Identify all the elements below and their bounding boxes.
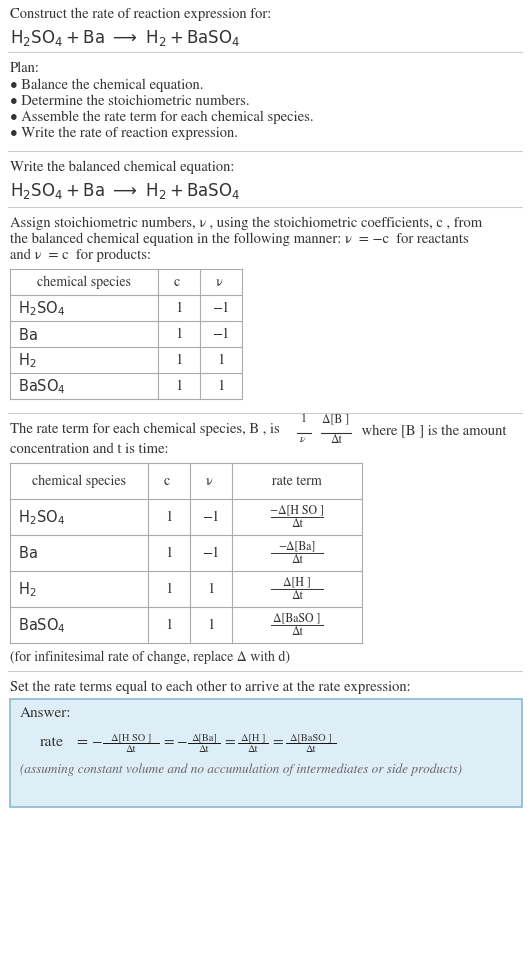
Text: • Write the rate of reaction expression.: • Write the rate of reaction expression. [10, 127, 238, 141]
Text: Δ[Bᵢ]: Δ[Bᵢ] [322, 413, 350, 425]
Text: 1: 1 [217, 354, 225, 367]
Text: Δt: Δt [306, 744, 316, 753]
Text: Δt: Δt [199, 744, 209, 753]
Text: $\mathrm{H_2SO_4 + Ba \ \longrightarrow \ H_2 + BaSO_4}$: $\mathrm{H_2SO_4 + Ba \ \longrightarrow … [10, 181, 241, 201]
Text: Answer:: Answer: [20, 707, 72, 720]
Text: rate term: rate term [272, 474, 322, 488]
Text: cᵢ: cᵢ [174, 276, 184, 289]
Text: 1: 1 [165, 619, 173, 632]
Text: Δ[BaSO₄]: Δ[BaSO₄] [273, 612, 321, 624]
Text: 1: 1 [207, 583, 215, 596]
Text: $\mathrm{H_2}$: $\mathrm{H_2}$ [18, 580, 37, 599]
Text: Δ[H₂]: Δ[H₂] [241, 732, 265, 742]
Bar [10, 463, 362, 643]
Text: 1: 1 [217, 380, 225, 393]
Text: Construct the rate of reaction expression for:: Construct the rate of reaction expressio… [10, 8, 271, 21]
Text: $\mathrm{Ba}$: $\mathrm{Ba}$ [18, 327, 38, 343]
Text: and νᵢ = cᵢ for products:: and νᵢ = cᵢ for products: [10, 249, 151, 263]
Text: (for infinitesimal rate of change, replace Δ with d): (for infinitesimal rate of change, repla… [10, 651, 290, 665]
Text: $\mathrm{H_2}$: $\mathrm{H_2}$ [18, 351, 37, 370]
Text: cᵢ: cᵢ [164, 474, 174, 488]
Text: 1: 1 [175, 302, 183, 315]
Text: Δt: Δt [291, 554, 303, 566]
Text: −1: −1 [202, 510, 220, 524]
Text: $\mathrm{BaSO_4}$: $\mathrm{BaSO_4}$ [18, 377, 66, 396]
Text: 1: 1 [207, 619, 215, 632]
Text: −1: −1 [202, 547, 220, 560]
Bar [10, 269, 242, 399]
Text: the balanced chemical equation in the following manner: νᵢ = −cᵢ for reactants: the balanced chemical equation in the fo… [10, 233, 469, 246]
Text: 1: 1 [165, 547, 173, 560]
Text: $\mathrm{H_2SO_4}$: $\mathrm{H_2SO_4}$ [18, 300, 65, 318]
Text: $\mathrm{H_2SO_4}$: $\mathrm{H_2SO_4}$ [18, 508, 65, 527]
Text: =: = [163, 736, 173, 750]
Text: −Δ[Ba]: −Δ[Ba] [278, 541, 316, 552]
Text: where [Bᵢ] is the amount: where [Bᵢ] is the amount [358, 425, 507, 438]
Text: • Determine the stoichiometric numbers.: • Determine the stoichiometric numbers. [10, 95, 250, 108]
Text: 1: 1 [165, 583, 173, 596]
Text: • Assemble the rate term for each chemical species.: • Assemble the rate term for each chemic… [10, 111, 314, 124]
Text: • Balance the chemical equation.: • Balance the chemical equation. [10, 79, 204, 93]
Text: Write the balanced chemical equation:: Write the balanced chemical equation: [10, 161, 234, 175]
FancyBboxPatch shape [10, 699, 522, 807]
Text: $\mathrm{Ba}$: $\mathrm{Ba}$ [18, 546, 38, 561]
Text: $\mathrm{BaSO_4}$: $\mathrm{BaSO_4}$ [18, 616, 66, 634]
Text: 1: 1 [165, 510, 173, 524]
Text: chemical species: chemical species [37, 276, 131, 289]
Text: Δt: Δt [291, 590, 303, 602]
Text: =: = [76, 736, 87, 750]
Text: 1: 1 [175, 380, 183, 393]
Text: −1: −1 [213, 328, 229, 342]
Text: (assuming constant volume and no accumulation of intermediates or side products): (assuming constant volume and no accumul… [20, 763, 462, 776]
Text: =: = [224, 736, 234, 750]
Text: Δ[H₂]: Δ[H₂] [283, 576, 311, 588]
Text: The rate term for each chemical species, Bᵢ, is: The rate term for each chemical species,… [10, 423, 284, 436]
Text: Plan:: Plan: [10, 62, 40, 75]
Text: Δ[Ba]: Δ[Ba] [191, 732, 217, 742]
Text: Δt: Δt [126, 744, 136, 753]
Text: Δt: Δt [330, 434, 342, 446]
Text: νᵢ: νᵢ [206, 474, 216, 488]
Text: 1: 1 [175, 354, 183, 367]
Text: Assign stoichiometric numbers, νᵢ, using the stoichiometric coefficients, cᵢ, fr: Assign stoichiometric numbers, νᵢ, using… [10, 217, 482, 230]
Text: Δt: Δt [248, 744, 258, 753]
Text: $\mathrm{H_2SO_4 + Ba \ \longrightarrow \ H_2 + BaSO_4}$: $\mathrm{H_2SO_4 + Ba \ \longrightarrow … [10, 28, 241, 48]
Text: νᵢ: νᵢ [216, 276, 226, 289]
Text: −Δ[H₂SO₄]: −Δ[H₂SO₄] [270, 505, 324, 516]
Text: νᵢ: νᵢ [300, 434, 308, 444]
Text: 1: 1 [301, 413, 307, 425]
Text: =: = [272, 736, 282, 750]
Text: Δ[H₂SO₄]: Δ[H₂SO₄] [111, 732, 151, 742]
Text: 1: 1 [175, 328, 183, 342]
Text: −: − [177, 736, 188, 750]
Text: Set the rate terms equal to each other to arrive at the rate expression:: Set the rate terms equal to each other t… [10, 681, 411, 694]
Text: Δt: Δt [291, 626, 303, 637]
Text: concentration and t is time:: concentration and t is time: [10, 443, 169, 457]
Text: chemical species: chemical species [32, 474, 126, 488]
Text: −1: −1 [213, 302, 229, 315]
Text: Δ[BaSO₄]: Δ[BaSO₄] [290, 732, 332, 742]
Text: −: − [92, 736, 102, 750]
Text: rate: rate [40, 736, 64, 750]
Text: Δt: Δt [291, 518, 303, 530]
